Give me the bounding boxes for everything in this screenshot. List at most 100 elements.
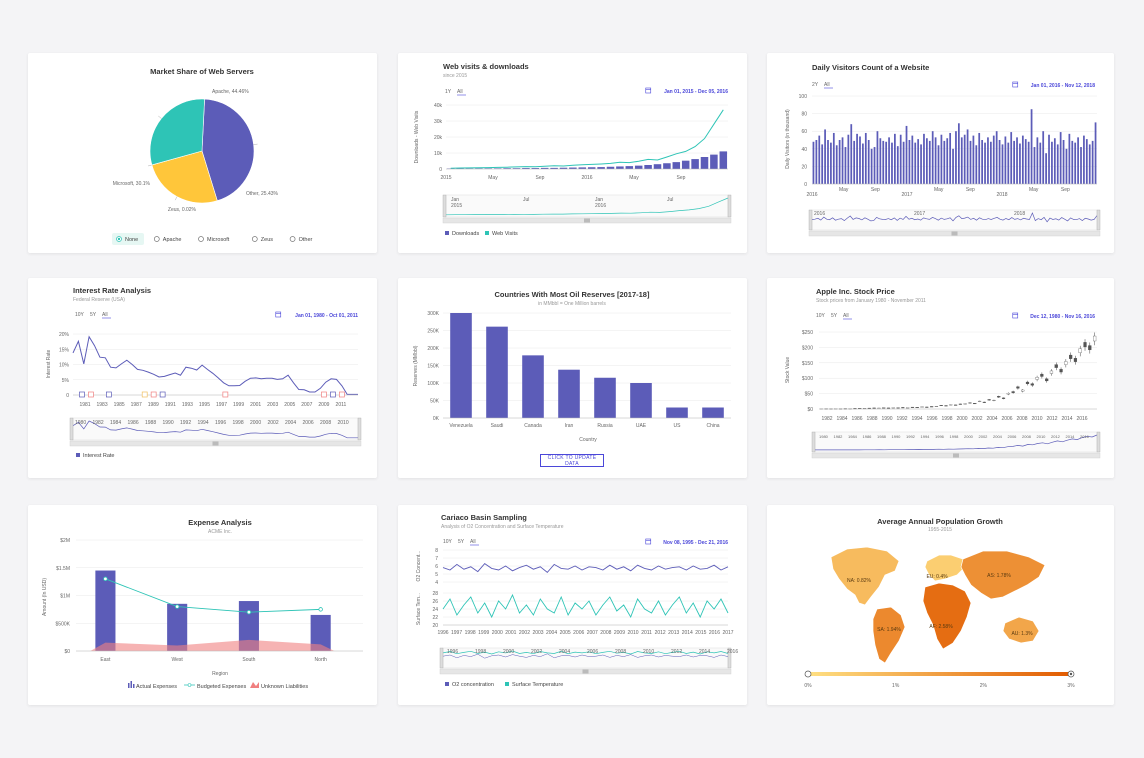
visitor-bar[interactable]	[1042, 131, 1045, 184]
visitor-bar[interactable]	[1019, 143, 1021, 184]
range-button-5y[interactable]: 5Y	[831, 313, 838, 319]
candle-body[interactable]	[896, 407, 900, 409]
candle-body[interactable]	[1078, 348, 1082, 353]
candle-body[interactable]	[982, 401, 986, 403]
candle-body[interactable]	[920, 406, 924, 408]
candle-body[interactable]	[1025, 381, 1030, 385]
visitor-bar[interactable]	[824, 129, 826, 184]
visitor-bar[interactable]	[1068, 133, 1071, 184]
event-marker[interactable]	[159, 391, 166, 398]
visitor-bar[interactable]	[1083, 135, 1085, 184]
visitor-bar[interactable]	[873, 147, 876, 184]
download-bar[interactable]	[606, 166, 615, 169]
actual-expense-bar[interactable]	[167, 603, 188, 651]
navigator-handle-right[interactable]	[1096, 431, 1101, 453]
visitor-bar[interactable]	[891, 142, 893, 184]
date-range-label[interactable]: Dec 12, 1980 - Nov 16, 2016	[1030, 314, 1095, 320]
candle-body[interactable]	[987, 399, 991, 401]
visitor-bar[interactable]	[975, 145, 978, 184]
visitor-bar[interactable]	[835, 145, 838, 184]
visitor-bar[interactable]	[847, 134, 850, 184]
map-region-sa[interactable]	[872, 606, 906, 664]
visitor-bar[interactable]	[853, 140, 856, 184]
candle-body[interactable]	[973, 403, 977, 405]
event-marker[interactable]	[88, 391, 94, 398]
candle-body[interactable]	[925, 406, 929, 408]
visitor-bar[interactable]	[1077, 137, 1079, 184]
visitor-bar[interactable]	[1091, 140, 1094, 184]
series-line[interactable]	[442, 563, 729, 574]
range-button-5y[interactable]: 5Y	[90, 312, 97, 318]
range-button-all[interactable]: All	[470, 539, 476, 545]
event-marker[interactable]	[330, 391, 336, 398]
range-button-10y[interactable]: 10Y	[443, 539, 453, 545]
event-marker[interactable]	[79, 391, 85, 398]
download-bar[interactable]	[531, 168, 540, 169]
candle-body[interactable]	[939, 405, 943, 406]
candle-body[interactable]	[992, 399, 996, 401]
map-region-as[interactable]	[960, 550, 1046, 600]
visitor-bar[interactable]	[931, 131, 934, 184]
legend-item[interactable]: Unknown Liabilities	[261, 684, 308, 690]
pie-slice-microsoft[interactable]	[149, 98, 205, 166]
visitor-bar[interactable]	[1016, 137, 1018, 184]
range-button-10y[interactable]: 10Y	[75, 312, 85, 318]
visitor-bar[interactable]	[972, 135, 975, 184]
visitor-bar[interactable]	[821, 144, 824, 184]
navigator-handle-left[interactable]	[808, 209, 813, 231]
visitor-bar[interactable]	[1004, 136, 1007, 184]
visitor-bar[interactable]	[920, 144, 922, 184]
visitor-bar[interactable]	[905, 125, 908, 184]
visitor-bar[interactable]	[1062, 140, 1065, 184]
visitor-bar[interactable]	[830, 142, 832, 184]
visitor-bar[interactable]	[870, 148, 873, 184]
oil-bar-venezuela[interactable]	[450, 313, 472, 418]
download-bar[interactable]	[559, 167, 568, 169]
visitor-bar[interactable]	[867, 140, 870, 184]
visitor-bar[interactable]	[911, 135, 914, 184]
visitor-bar[interactable]	[1036, 137, 1039, 184]
range-button-10y[interactable]: 10Y	[816, 313, 826, 319]
visitor-bar[interactable]	[832, 132, 835, 184]
candle-body[interactable]	[915, 407, 919, 409]
web-visits-line[interactable]	[450, 109, 724, 169]
download-bar[interactable]	[681, 160, 690, 169]
download-bar[interactable]	[540, 167, 549, 169]
visitor-bar[interactable]	[1048, 134, 1050, 184]
candle-body[interactable]	[1093, 335, 1097, 342]
budgeted-point[interactable]	[246, 609, 252, 615]
visitor-bar[interactable]	[862, 143, 864, 184]
legend-item[interactable]: Downloads	[452, 231, 479, 237]
download-bar[interactable]	[484, 168, 493, 169]
download-bar[interactable]	[550, 167, 558, 169]
update-data-button[interactable]: CLICK TO UPDATE DATA	[540, 454, 604, 467]
oil-bar-canada[interactable]	[522, 355, 544, 418]
visitor-bar[interactable]	[917, 139, 920, 184]
candle-body[interactable]	[872, 407, 876, 409]
visitor-bar[interactable]	[998, 140, 1001, 184]
visitor-bar[interactable]	[981, 140, 983, 184]
visitor-bar[interactable]	[856, 133, 858, 184]
candle-body[interactable]	[1006, 392, 1010, 395]
visitor-bar[interactable]	[859, 136, 861, 184]
download-bar[interactable]	[644, 165, 652, 169]
visitor-bar[interactable]	[984, 142, 986, 184]
navigator-scroll-thumb[interactable]	[212, 441, 219, 446]
visitor-bar[interactable]	[894, 133, 896, 184]
download-bar[interactable]	[616, 166, 624, 169]
range-button-all[interactable]: All	[824, 82, 830, 88]
visitor-bar[interactable]	[1065, 148, 1068, 184]
pie-slice-apache[interactable]	[201, 98, 255, 202]
legend-item[interactable]: Surface Temperature	[512, 682, 563, 688]
navigator-handle-right[interactable]	[357, 417, 362, 441]
navigator-scroll-thumb[interactable]	[951, 231, 958, 236]
visitor-bar[interactable]	[978, 132, 981, 184]
visitor-bar[interactable]	[937, 145, 940, 184]
download-bar[interactable]	[493, 168, 502, 169]
visitor-bar[interactable]	[955, 131, 957, 184]
visitor-bar[interactable]	[914, 142, 917, 184]
date-range-label[interactable]: Jan 01, 2015 - Dec 05, 2016	[664, 89, 728, 95]
candle-body[interactable]	[1035, 377, 1039, 380]
date-range-label[interactable]: Nov 08, 1995 - Dec 21, 2016	[663, 540, 728, 546]
candle-body[interactable]	[1064, 361, 1068, 365]
